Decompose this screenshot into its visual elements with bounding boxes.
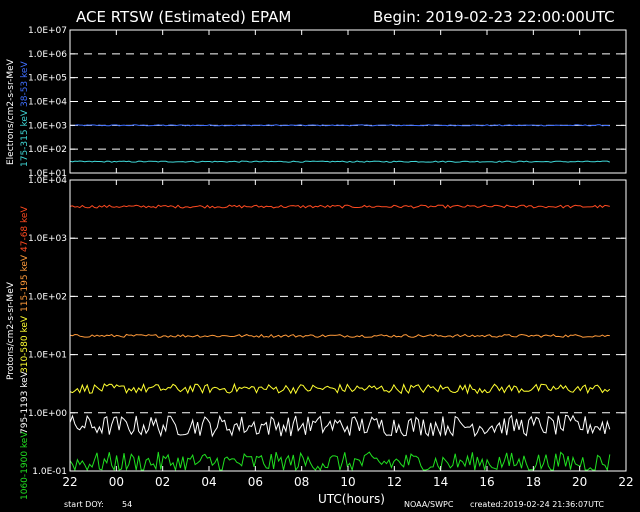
- xtick-label: 08: [294, 475, 309, 489]
- protons-ytick-label: 1.0E+01: [28, 351, 67, 361]
- protons-ytick-label: 1.0E+04: [28, 176, 67, 186]
- protons-ytick-label: 1.0E+00: [28, 409, 67, 419]
- electrons-ytick-label: 1.0E+03: [28, 121, 67, 131]
- xtick-label: 16: [479, 475, 494, 489]
- electrons-series-38-53-keV: [69, 124, 610, 127]
- electrons-ytick-label: 1.0E+04: [28, 98, 67, 108]
- protons-legend-1060-1900: 1060-1900 keV: [20, 431, 30, 500]
- protons-ytick-label: 1.0E+03: [28, 234, 67, 244]
- electrons-ytick-label: 1.0E+01: [28, 169, 67, 179]
- xtick-label: 12: [387, 475, 402, 489]
- electrons-series-175-315-keV: [69, 160, 610, 163]
- protons-legend-795-1193: 795-1193 keV: [20, 370, 30, 434]
- electrons-ytick-label: 1.0E+05: [28, 74, 67, 84]
- protons-series-310-580-keV: [69, 382, 611, 395]
- xtick-label: 06: [248, 475, 263, 489]
- x-axis-label: UTC(hours): [318, 492, 385, 506]
- protons-series-795-1193-keV: [69, 414, 611, 438]
- protons-ytick-label: 1.0E+02: [28, 292, 67, 302]
- electrons-ylabel: Electrons/cm2-s-sr-MeV: [6, 58, 16, 165]
- electrons-legend-175-315: 175-315 keV: [20, 109, 30, 167]
- protons-series-1060-1900-keV: [69, 451, 611, 472]
- electrons-legend-38-53: 38-53 keV: [20, 61, 30, 107]
- xtick-label: 14: [433, 475, 448, 489]
- xtick-label: 00: [109, 475, 124, 489]
- start-doy-value: 54: [122, 500, 132, 509]
- protons-legend-310-580: 310-580 keV: [20, 315, 30, 373]
- electrons-ytick-label: 1.0E+02: [28, 145, 67, 155]
- protons-series-115-195-keV: [69, 333, 610, 338]
- protons-legend-115-195: 115-195 keV: [20, 254, 30, 312]
- xtick-label: 18: [526, 475, 541, 489]
- chart-title: ACE RTSW (Estimated) EPAM: [76, 8, 291, 26]
- protons-legend-47-68: 47-68 keV: [20, 206, 30, 252]
- xtick-label: 04: [201, 475, 216, 489]
- protons-ylabel: Protons/cm2-s-sr-MeV: [6, 281, 16, 380]
- start-doy-label: start DOY:: [64, 500, 104, 509]
- created-timestamp: created:2019-02-24 21:36:07UTC: [470, 500, 604, 509]
- protons-ytick-label: 1.0E-01: [32, 467, 67, 477]
- xtick-label: 02: [155, 475, 170, 489]
- xtick-label: 10: [340, 475, 355, 489]
- electrons-ytick-label: 1.0E+07: [28, 26, 67, 36]
- electrons-ytick-label: 1.0E+06: [28, 50, 67, 60]
- begin-time: Begin: 2019-02-23 22:00:00UTC: [373, 8, 615, 26]
- xtick-label: 20: [572, 475, 587, 489]
- xtick-label: 22: [618, 475, 633, 489]
- protons-series-47-68-keV: [69, 204, 610, 209]
- source-label: NOAA/SWPC: [404, 500, 454, 509]
- xtick-label: 22: [62, 475, 77, 489]
